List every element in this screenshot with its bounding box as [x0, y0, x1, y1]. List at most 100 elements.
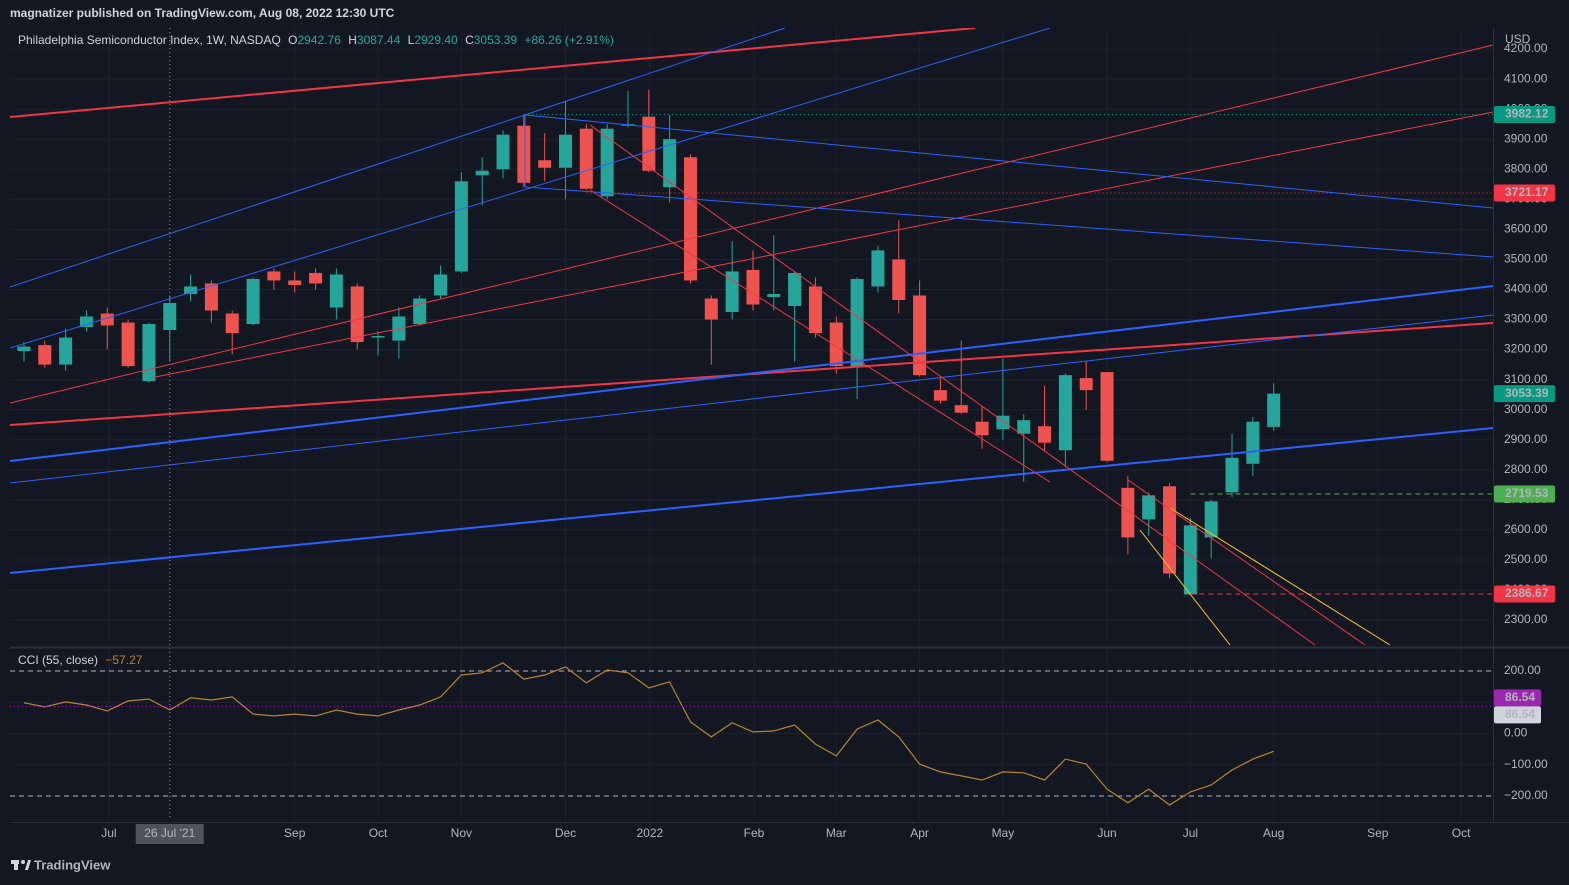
- footer: [0, 848, 1569, 885]
- y-tick-label: 4100.00: [1504, 71, 1548, 85]
- candle-body: [267, 271, 281, 281]
- candle-body: [892, 259, 906, 300]
- price-tag-label: 3053.39: [1505, 386, 1549, 400]
- candle-body: [788, 272, 802, 306]
- candle-body: [1058, 375, 1072, 451]
- y-tick-label: 3100.00: [1504, 372, 1548, 386]
- candle-body: [850, 278, 864, 367]
- candle-body: [559, 134, 573, 168]
- x-tick-label: Jul: [1183, 826, 1198, 840]
- y-tick-label: 3400.00: [1504, 282, 1548, 296]
- logo-part: [14, 860, 18, 870]
- candle-body: [496, 134, 510, 170]
- candle-body: [1017, 420, 1031, 434]
- candle-body: [163, 302, 177, 331]
- trend-line: [10, 44, 1493, 404]
- candle-body: [413, 298, 427, 325]
- currency-label: USD: [1505, 32, 1531, 46]
- candle-body: [913, 295, 927, 376]
- drawings: [10, 28, 1493, 646]
- candle-body: [1038, 426, 1052, 443]
- x-tick-label: Sep: [1367, 826, 1389, 840]
- candle-body: [725, 271, 739, 313]
- y-tick-label: 0.00: [1504, 726, 1528, 740]
- price-tag: [1494, 706, 1541, 724]
- candle-body: [350, 286, 364, 343]
- trend-line: [10, 285, 1493, 462]
- y-tick-label: 3200.00: [1504, 342, 1548, 356]
- trend-line: [10, 28, 1051, 349]
- brand-name: TradingView: [34, 857, 111, 872]
- y-tick-label: 3500.00: [1504, 252, 1548, 266]
- x-tick-label: Feb: [744, 826, 765, 840]
- cci-title: CCI (55, close): [18, 653, 98, 667]
- price-tag: [1494, 385, 1555, 403]
- y-tick-label: 2300.00: [1504, 612, 1548, 626]
- trend-line: [10, 28, 976, 118]
- trend-line: [10, 28, 786, 288]
- cci-line: [23, 662, 1274, 806]
- price-tag: [1494, 689, 1541, 707]
- candle-layer: [17, 89, 1493, 595]
- legend-value: 3087.44: [357, 33, 401, 47]
- crosshair-label: 26 Jul '21: [144, 826, 195, 840]
- candle-body: [683, 157, 697, 281]
- x-tick-label: 2022: [637, 826, 664, 840]
- candle-body: [225, 313, 239, 334]
- trend-line: [10, 314, 1493, 484]
- price-tag: [1494, 485, 1555, 503]
- legend-key: H: [348, 33, 357, 47]
- x-tick-label: Nov: [451, 826, 472, 840]
- cci-layer: [10, 662, 1493, 806]
- candle-body: [600, 128, 614, 197]
- candle-body: [829, 322, 843, 367]
- candle-body: [704, 298, 718, 320]
- candle-body: [38, 345, 52, 365]
- x-tick-label: Dec: [555, 826, 576, 840]
- y-tick-label: 2500.00: [1504, 552, 1548, 566]
- trend-line: [149, 111, 1493, 379]
- candle-body: [1183, 525, 1197, 595]
- legend-value: 2929.40: [414, 33, 458, 47]
- candle-body: [871, 250, 885, 287]
- price-tag: [1494, 585, 1555, 603]
- axis-layer: Jul Sep Oct Nov Dec 2022 Feb Mar Apr May Jun Jul Aug…: [101, 41, 1555, 844]
- candle-body: [1142, 495, 1156, 520]
- candle-body: [121, 322, 135, 367]
- candle-body: [1163, 486, 1177, 574]
- series-title: Philadelphia Semiconductor Index, 1W, NA…: [18, 33, 281, 47]
- candle-body: [475, 170, 489, 176]
- trend-line: [524, 186, 1493, 258]
- price-tag-label: 3721.17: [1505, 185, 1549, 199]
- x-tick-label: Sep: [284, 826, 306, 840]
- x-tick-label: Aug: [1263, 826, 1284, 840]
- candle-body: [746, 269, 760, 305]
- trend-line: [589, 189, 1051, 483]
- candle-body: [808, 286, 822, 334]
- y-tick-label: −100.00: [1504, 757, 1548, 771]
- trend-line: [10, 427, 1493, 574]
- candle-body: [1225, 457, 1239, 493]
- y-tick-label: 2800.00: [1504, 462, 1548, 476]
- candle-body: [1121, 487, 1135, 538]
- candle-body: [1204, 501, 1218, 538]
- candle-body: [309, 272, 323, 284]
- y-tick-label: 3800.00: [1504, 161, 1548, 175]
- candle-body: [579, 128, 593, 189]
- candle-body: [1267, 393, 1281, 427]
- candle-body: [954, 405, 968, 413]
- candle-body: [975, 421, 989, 436]
- candle-body: [246, 278, 260, 325]
- price-tag-label: 2386.67: [1505, 586, 1549, 600]
- candle-body: [1079, 378, 1093, 391]
- logo-part: [21, 860, 25, 864]
- cci-legend: CCI (55, close) −57.27: [18, 653, 143, 667]
- candle-body: [663, 139, 677, 188]
- legend-key: L: [408, 33, 415, 47]
- candle-body: [1246, 421, 1260, 464]
- y-tick-label: 3600.00: [1504, 222, 1548, 236]
- price-tag: [1494, 184, 1555, 202]
